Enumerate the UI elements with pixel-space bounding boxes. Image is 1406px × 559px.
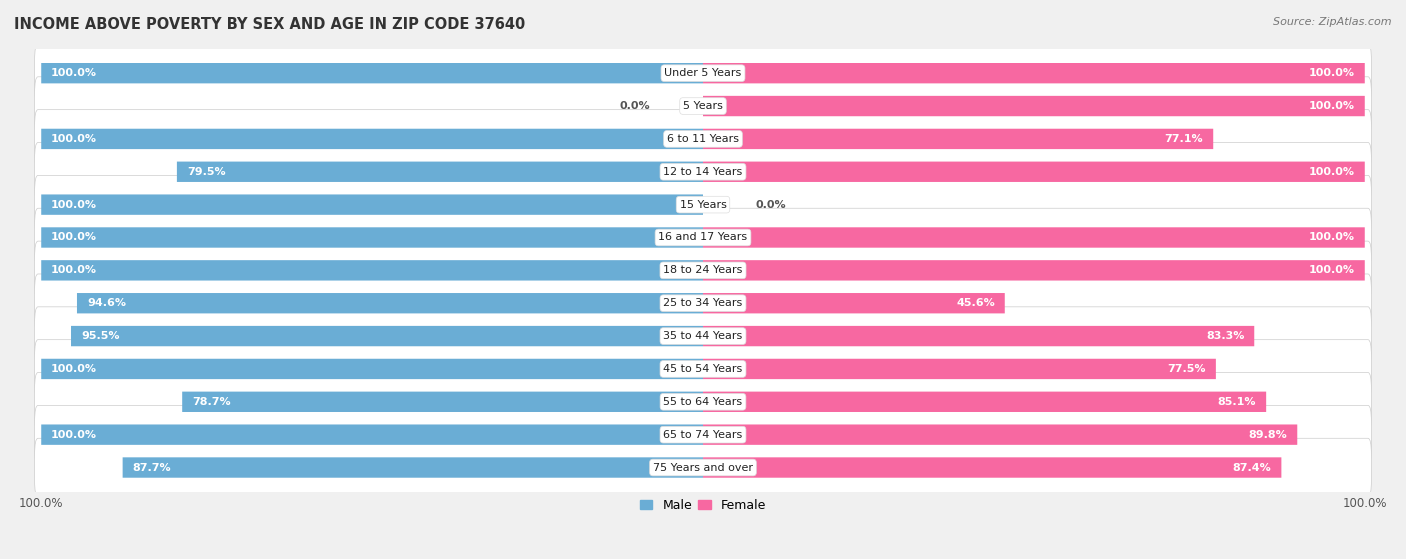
Text: 78.7%: 78.7% — [193, 397, 231, 407]
FancyBboxPatch shape — [41, 195, 703, 215]
Text: 45 to 54 Years: 45 to 54 Years — [664, 364, 742, 374]
Text: 83.3%: 83.3% — [1206, 331, 1244, 341]
Text: 25 to 34 Years: 25 to 34 Years — [664, 298, 742, 308]
FancyBboxPatch shape — [35, 143, 1371, 201]
Text: 100.0%: 100.0% — [1309, 266, 1355, 276]
Text: 45.6%: 45.6% — [956, 298, 995, 308]
FancyBboxPatch shape — [35, 176, 1371, 234]
Text: 55 to 64 Years: 55 to 64 Years — [664, 397, 742, 407]
Text: 100.0%: 100.0% — [1309, 101, 1355, 111]
Text: 100.0%: 100.0% — [51, 233, 97, 243]
Legend: Male, Female: Male, Female — [636, 494, 770, 517]
FancyBboxPatch shape — [35, 209, 1371, 267]
Text: 12 to 14 Years: 12 to 14 Years — [664, 167, 742, 177]
Text: 5 Years: 5 Years — [683, 101, 723, 111]
FancyBboxPatch shape — [41, 129, 703, 149]
FancyBboxPatch shape — [77, 293, 703, 314]
FancyBboxPatch shape — [703, 359, 1216, 379]
FancyBboxPatch shape — [41, 228, 703, 248]
Text: 75 Years and over: 75 Years and over — [652, 462, 754, 472]
FancyBboxPatch shape — [703, 457, 1281, 478]
Text: 35 to 44 Years: 35 to 44 Years — [664, 331, 742, 341]
FancyBboxPatch shape — [703, 63, 1365, 83]
Text: 87.7%: 87.7% — [132, 462, 172, 472]
FancyBboxPatch shape — [41, 359, 703, 379]
FancyBboxPatch shape — [35, 110, 1371, 168]
FancyBboxPatch shape — [703, 424, 1298, 445]
FancyBboxPatch shape — [703, 162, 1365, 182]
FancyBboxPatch shape — [703, 293, 1005, 314]
Text: 77.1%: 77.1% — [1164, 134, 1204, 144]
Text: 16 and 17 Years: 16 and 17 Years — [658, 233, 748, 243]
Text: 100.0%: 100.0% — [51, 430, 97, 440]
Text: 18 to 24 Years: 18 to 24 Years — [664, 266, 742, 276]
Text: 100.0%: 100.0% — [1309, 233, 1355, 243]
FancyBboxPatch shape — [35, 307, 1371, 366]
FancyBboxPatch shape — [35, 241, 1371, 300]
FancyBboxPatch shape — [41, 424, 703, 445]
FancyBboxPatch shape — [122, 457, 703, 478]
FancyBboxPatch shape — [703, 228, 1365, 248]
Text: 100.0%: 100.0% — [1309, 167, 1355, 177]
Text: 100.0%: 100.0% — [1309, 68, 1355, 78]
FancyBboxPatch shape — [703, 392, 1267, 412]
FancyBboxPatch shape — [703, 129, 1213, 149]
Text: 85.1%: 85.1% — [1218, 397, 1256, 407]
FancyBboxPatch shape — [41, 260, 703, 281]
Text: INCOME ABOVE POVERTY BY SEX AND AGE IN ZIP CODE 37640: INCOME ABOVE POVERTY BY SEX AND AGE IN Z… — [14, 17, 526, 32]
Text: 100.0%: 100.0% — [51, 200, 97, 210]
FancyBboxPatch shape — [35, 44, 1371, 102]
FancyBboxPatch shape — [35, 274, 1371, 333]
FancyBboxPatch shape — [35, 77, 1371, 135]
Text: 100.0%: 100.0% — [51, 134, 97, 144]
Text: 0.0%: 0.0% — [620, 101, 650, 111]
FancyBboxPatch shape — [35, 438, 1371, 497]
FancyBboxPatch shape — [72, 326, 703, 346]
Text: 100.0%: 100.0% — [51, 266, 97, 276]
FancyBboxPatch shape — [703, 260, 1365, 281]
Text: 77.5%: 77.5% — [1167, 364, 1206, 374]
FancyBboxPatch shape — [35, 405, 1371, 464]
Text: 15 Years: 15 Years — [679, 200, 727, 210]
FancyBboxPatch shape — [177, 162, 703, 182]
Text: 0.0%: 0.0% — [756, 200, 786, 210]
FancyBboxPatch shape — [41, 63, 703, 83]
Text: 79.5%: 79.5% — [187, 167, 225, 177]
Text: 94.6%: 94.6% — [87, 298, 127, 308]
Text: 100.0%: 100.0% — [51, 68, 97, 78]
Text: 95.5%: 95.5% — [82, 331, 120, 341]
Text: Source: ZipAtlas.com: Source: ZipAtlas.com — [1274, 17, 1392, 27]
Text: Under 5 Years: Under 5 Years — [665, 68, 741, 78]
FancyBboxPatch shape — [35, 340, 1371, 398]
Text: 89.8%: 89.8% — [1249, 430, 1288, 440]
FancyBboxPatch shape — [703, 96, 1365, 116]
Text: 65 to 74 Years: 65 to 74 Years — [664, 430, 742, 440]
Text: 100.0%: 100.0% — [51, 364, 97, 374]
FancyBboxPatch shape — [703, 326, 1254, 346]
FancyBboxPatch shape — [35, 372, 1371, 431]
Text: 87.4%: 87.4% — [1233, 462, 1271, 472]
Text: 6 to 11 Years: 6 to 11 Years — [666, 134, 740, 144]
FancyBboxPatch shape — [183, 392, 703, 412]
